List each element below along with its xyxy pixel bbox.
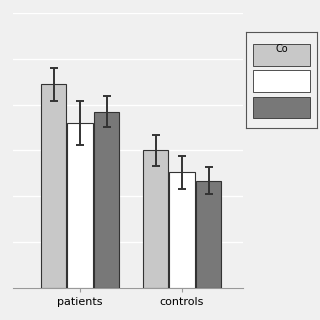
- FancyBboxPatch shape: [253, 44, 310, 66]
- Bar: [196, 181, 221, 288]
- Bar: [143, 150, 168, 288]
- Bar: [170, 172, 195, 288]
- FancyBboxPatch shape: [253, 97, 310, 118]
- Bar: [94, 112, 119, 288]
- Bar: [41, 84, 66, 288]
- Bar: [68, 123, 93, 288]
- Text: Co: Co: [275, 44, 288, 53]
- FancyBboxPatch shape: [253, 70, 310, 92]
